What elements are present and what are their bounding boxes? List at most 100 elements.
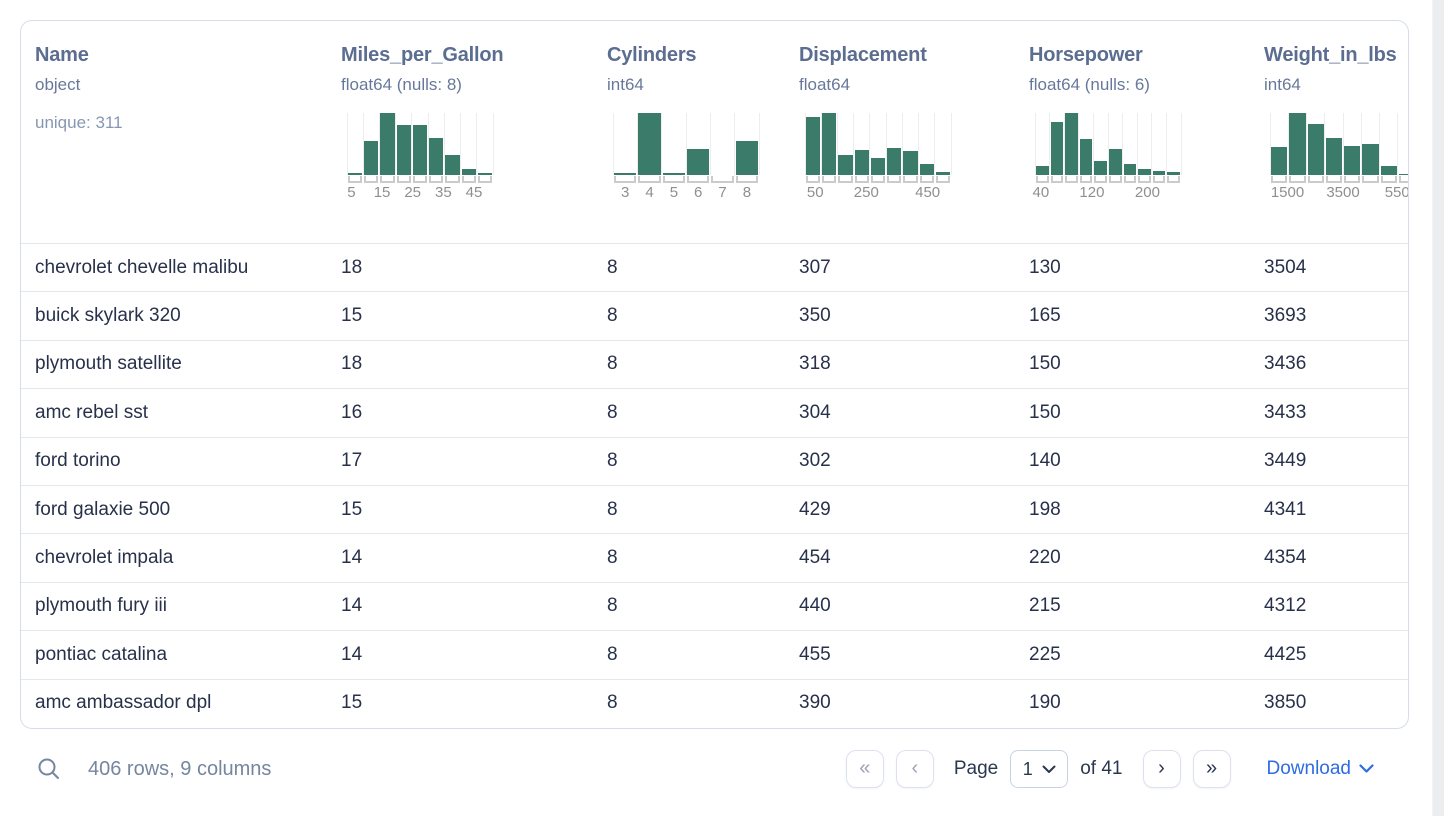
table-cell: 3850 <box>1264 692 1307 714</box>
first-page-button[interactable]: « <box>845 750 884 788</box>
table-cell: 150 <box>1029 353 1061 375</box>
histogram-axis-label: 35 <box>435 184 452 201</box>
table-row[interactable]: ford galaxie 500 15 8 429 198 4341 <box>21 484 1408 533</box>
histogram-bar <box>806 117 821 175</box>
last-page-button[interactable]: » <box>1192 750 1231 788</box>
table-cell: 304 <box>799 401 831 423</box>
histogram-bar <box>1289 113 1306 175</box>
histogram-axis-label: 450 <box>915 184 941 201</box>
histogram-axis-label: 7 <box>718 184 727 201</box>
histogram-gridline <box>1136 113 1138 175</box>
table-cell: 8 <box>607 498 618 520</box>
table-cell: plymouth satellite <box>35 353 182 375</box>
histogram-axis-label: 25 <box>404 184 422 201</box>
table-cell: 8 <box>607 595 618 617</box>
column-header-weight-in-lbs[interactable]: Weight_in_lbs int64 1500 3500 5500 <box>1264 43 1408 243</box>
histogram-gridline <box>460 113 462 175</box>
column-unique-count: unique: 311 <box>35 113 123 132</box>
histogram-axis-label: 1500 <box>1270 184 1305 201</box>
histogram-bin-tick <box>412 176 428 183</box>
column-header-displacement[interactable]: Displacement float64 50 250 450 <box>799 43 1029 243</box>
histogram-bin-tick <box>461 176 476 183</box>
histogram-bin-tick <box>854 176 869 183</box>
histogram-bar <box>870 157 886 175</box>
histogram-axis-label: 250 <box>853 184 879 201</box>
histogram-gridline <box>661 113 663 175</box>
histogram-bar <box>1271 147 1288 175</box>
page-select[interactable]: 1 <box>1010 750 1069 788</box>
table-row[interactable]: chevrolet chevelle malibu 18 8 307 130 3504 <box>21 243 1408 291</box>
table-footer: 406 rows, 9 columns « ‹ Page 1 of 41 › »… <box>20 740 1410 798</box>
histogram-axis-label: 3 <box>620 184 630 201</box>
histogram-bin-tick <box>903 176 918 183</box>
histogram-gridline <box>804 113 806 175</box>
prev-page-button[interactable]: ‹ <box>895 750 934 788</box>
table-cell: 3436 <box>1264 353 1307 375</box>
column-header-cylinders[interactable]: Cylinders int64 3 4 5 6 7 8 <box>607 43 799 243</box>
table-cell: chevrolet chevelle malibu <box>35 256 249 278</box>
search-icon[interactable] <box>36 756 62 782</box>
table-cell: 14 <box>341 547 363 569</box>
histogram-bin-tick <box>1271 176 1288 183</box>
column-name: Weight_in_lbs <box>1264 44 1397 66</box>
histogram-gridline <box>1049 113 1051 175</box>
histogram-gridline <box>950 113 952 175</box>
histogram-bin-tick <box>687 176 710 183</box>
histogram-bin-tick <box>1036 176 1049 183</box>
histogram-bin-tick <box>887 176 902 183</box>
next-page-button[interactable]: › <box>1142 750 1181 788</box>
table-cell: 8 <box>607 305 618 327</box>
histogram-gridline <box>885 113 887 175</box>
table-cell: 4312 <box>1264 595 1307 617</box>
column-name: Miles_per_Gallon <box>341 44 504 66</box>
histogram-gridline <box>1324 113 1326 175</box>
table-cell: 8 <box>607 643 618 665</box>
column-header-name[interactable]: Name object unique: 311 <box>35 43 341 243</box>
histogram-gridline <box>1269 113 1271 175</box>
table-row[interactable]: buick skylark 320 15 8 350 165 3693 <box>21 291 1408 339</box>
column-header-miles-per-gallon[interactable]: Miles_per_Gallon float64 (nulls: 8) 5 15 25 3… <box>341 43 607 243</box>
table-cell: 150 <box>1029 401 1061 423</box>
histogram-miles-per-gallon: 5 15 25 35 45 <box>346 113 494 201</box>
histogram-gridline <box>1151 113 1153 175</box>
table-row[interactable]: ford torino 17 8 302 140 3449 <box>21 436 1408 485</box>
histogram-axis-label: 40 <box>1032 184 1050 201</box>
histogram-bin-tick <box>1289 176 1306 183</box>
histogram-bin-tick <box>1065 176 1078 183</box>
histogram-bar <box>935 171 950 175</box>
table-row[interactable]: amc ambassador dpl 15 8 390 190 3850 <box>21 678 1408 727</box>
histogram-axis-label: 15 <box>373 184 391 201</box>
histogram-gridline <box>443 113 445 175</box>
histogram-bin-tick <box>429 176 444 183</box>
histogram-gridline <box>1092 113 1094 175</box>
histogram-bin-tick <box>1325 176 1342 183</box>
table-cell: 454 <box>799 547 831 569</box>
histogram-bar <box>380 113 395 175</box>
histogram-bar <box>1167 171 1180 175</box>
histogram-gridline <box>612 113 614 175</box>
histogram-gridline <box>820 113 822 175</box>
histogram-gridline <box>758 113 760 175</box>
table-cell: 130 <box>1029 256 1061 278</box>
table-cell: 302 <box>799 450 831 472</box>
column-dtype: float64 (nulls: 8) <box>341 75 462 94</box>
column-header-horsepower[interactable]: Horsepower float64 (nulls: 6) 40 120 200 <box>1029 43 1264 243</box>
histogram-bar <box>1362 144 1379 175</box>
table-row[interactable]: plymouth fury iii 14 8 440 215 4312 <box>21 581 1408 630</box>
histogram-gridline <box>869 113 871 175</box>
table-cell: 220 <box>1029 547 1061 569</box>
histogram-bar <box>887 147 902 175</box>
table-row[interactable]: plymouth satellite 18 8 318 150 3436 <box>21 339 1408 388</box>
column-name: Name <box>35 44 89 66</box>
vertical-scrollbar[interactable] <box>1432 0 1444 816</box>
table-row[interactable]: amc rebel sst 16 8 304 150 3433 <box>21 388 1408 436</box>
histogram-gridline <box>918 113 920 175</box>
histogram-bar <box>822 113 837 175</box>
download-button[interactable]: Download <box>1267 758 1375 780</box>
table-cell: 440 <box>799 595 831 617</box>
table-row[interactable]: chevrolet impala 14 8 454 220 4354 <box>21 533 1408 581</box>
table-cell: 15 <box>341 692 363 714</box>
table-row[interactable]: pontiac catalina 14 8 455 225 4425 <box>21 630 1408 678</box>
histogram-displacement: 50 250 450 <box>804 113 952 201</box>
